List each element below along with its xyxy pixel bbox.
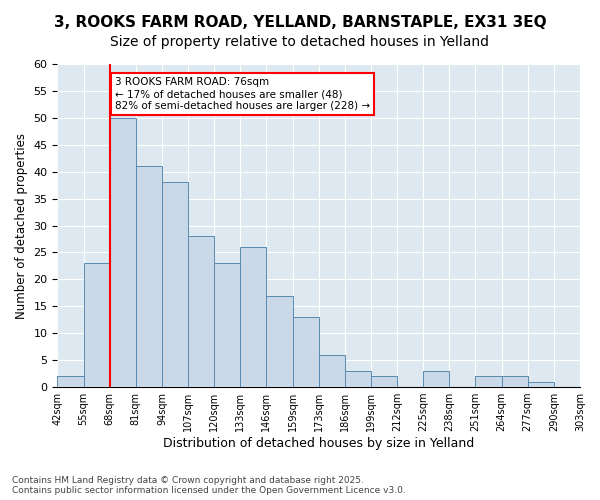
Bar	[214, 263, 241, 387]
Bar	[502, 376, 528, 387]
Bar	[58, 376, 83, 387]
Bar	[83, 263, 110, 387]
Bar	[475, 376, 502, 387]
Bar	[345, 371, 371, 387]
Text: Size of property relative to detached houses in Yelland: Size of property relative to detached ho…	[110, 35, 490, 49]
Bar	[293, 317, 319, 387]
Bar	[188, 236, 214, 387]
X-axis label: Distribution of detached houses by size in Yelland: Distribution of detached houses by size …	[163, 437, 475, 450]
Text: 3 ROOKS FARM ROAD: 76sqm
← 17% of detached houses are smaller (48)
82% of semi-d: 3 ROOKS FARM ROAD: 76sqm ← 17% of detach…	[115, 78, 370, 110]
Bar	[528, 382, 554, 387]
Bar	[319, 355, 345, 387]
Y-axis label: Number of detached properties: Number of detached properties	[15, 132, 28, 318]
Bar	[423, 371, 449, 387]
Bar	[162, 182, 188, 387]
Bar	[266, 296, 293, 387]
Bar	[110, 118, 136, 387]
Bar	[241, 247, 266, 387]
Bar	[371, 376, 397, 387]
Text: 3, ROOKS FARM ROAD, YELLAND, BARNSTAPLE, EX31 3EQ: 3, ROOKS FARM ROAD, YELLAND, BARNSTAPLE,…	[53, 15, 547, 30]
Text: Contains HM Land Registry data © Crown copyright and database right 2025.
Contai: Contains HM Land Registry data © Crown c…	[12, 476, 406, 495]
Bar	[136, 166, 162, 387]
